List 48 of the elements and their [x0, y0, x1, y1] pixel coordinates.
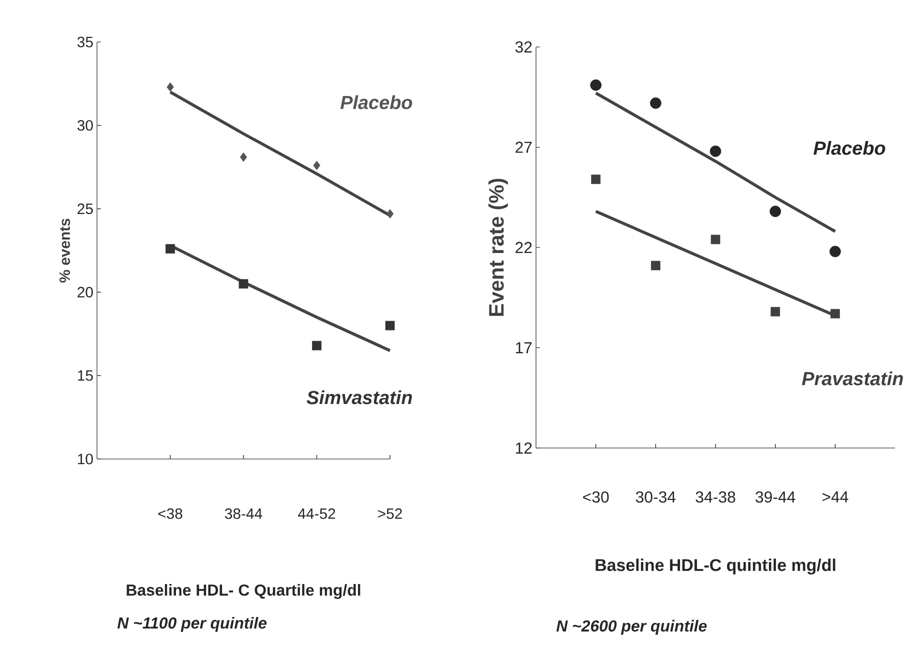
point [386, 209, 394, 218]
y-tick-label: 27 [516, 142, 532, 153]
point [710, 146, 722, 157]
y-tick-label: 12 [516, 442, 532, 454]
x-axis-title: Baseline HDL- C Quartile mg/dl [126, 584, 360, 599]
y-tick-label: 20 [78, 286, 93, 298]
text: Placebo [814, 140, 886, 155]
x-tick-label: >52 [378, 508, 402, 519]
y-tick-label: 22 [516, 242, 532, 254]
y-tick-label: 35 [77, 36, 93, 48]
point [240, 152, 248, 162]
text: Simvastatin [306, 390, 412, 404]
point [591, 174, 601, 184]
text: N ~2600 per quintile [556, 620, 707, 635]
text: Pravastatin [802, 371, 903, 386]
point [650, 97, 662, 109]
y-tick-label: 15 [78, 370, 93, 381]
y-axis-title: % events [59, 218, 70, 283]
y-tick-label: 30 [77, 120, 93, 131]
point [313, 160, 320, 170]
x-tick-label: <30 [583, 491, 609, 503]
y-tick-label: 32 [515, 41, 532, 53]
point [829, 246, 841, 258]
text: Placebo [340, 95, 412, 110]
x-tick-label: 38-44 [224, 508, 262, 519]
y-tick-label: 25 [78, 204, 93, 214]
point [770, 206, 782, 218]
x-axis-title: Baseline HDL-C quintile mg/dl [596, 558, 836, 574]
point [312, 340, 322, 350]
text: N ~1100 per quintile [117, 616, 267, 632]
x-tick-label: 30-34 [636, 491, 676, 503]
x-tick-label: <38 [158, 508, 182, 519]
point [166, 244, 175, 254]
point [590, 79, 602, 91]
x-tick-label: 34-38 [696, 491, 736, 503]
y-tick-label: 17 [516, 342, 532, 354]
x-tick-label: >44 [822, 491, 848, 502]
y-axis-title: Event rate (%) [488, 178, 508, 316]
point [385, 320, 395, 330]
y-tick-label: 10 [78, 454, 93, 464]
point [238, 279, 248, 289]
x-tick-label: 44-52 [298, 508, 336, 519]
point [650, 260, 660, 270]
x-tick-label: 39-44 [756, 491, 796, 503]
point [770, 306, 780, 316]
point [830, 308, 840, 318]
point [166, 82, 174, 92]
point [710, 234, 720, 244]
